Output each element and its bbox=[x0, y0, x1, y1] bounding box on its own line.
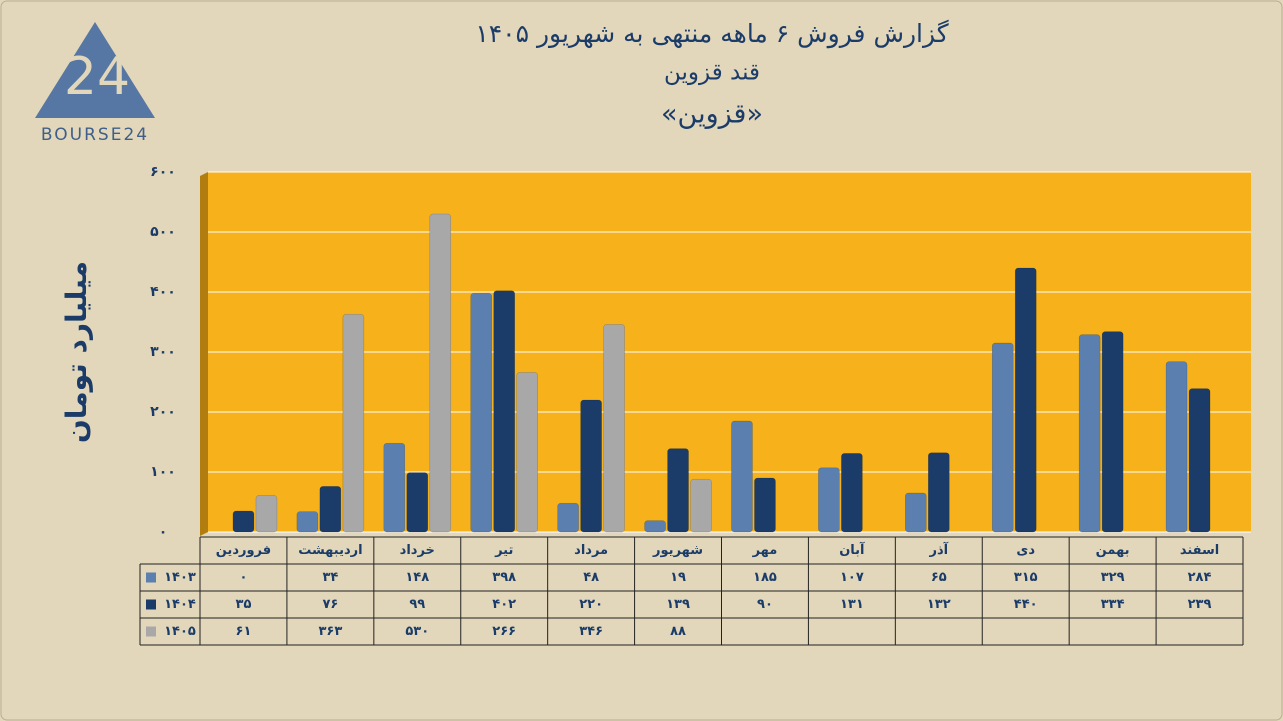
bar bbox=[232, 510, 255, 533]
value-label: ۳۵ bbox=[236, 597, 252, 612]
company-name: «قزوین» bbox=[661, 99, 763, 130]
value-label: ۶۱ bbox=[236, 624, 252, 639]
value-label: ۱۸۵ bbox=[753, 570, 777, 585]
bar bbox=[841, 453, 863, 533]
value-label: ۳۳۴ bbox=[1101, 597, 1125, 612]
value-label: ۹۹ bbox=[409, 597, 425, 612]
chart-title: گزارش فروش ۶ ماهه منتهی به شهریور ۱۴۰۵ bbox=[475, 19, 948, 49]
plot-wall bbox=[200, 172, 208, 536]
value-label: ۳۱۵ bbox=[1014, 570, 1038, 585]
y-tick-label: ۱۰۰ bbox=[150, 464, 176, 480]
logo-triangle bbox=[35, 22, 155, 118]
bar bbox=[1014, 267, 1037, 533]
bar bbox=[1101, 331, 1124, 533]
bar bbox=[928, 452, 950, 533]
bar bbox=[429, 213, 452, 533]
bar bbox=[1078, 334, 1101, 533]
bar bbox=[342, 313, 365, 533]
x-tick-label: خرداد bbox=[400, 543, 435, 558]
y-tick-label: ۰ bbox=[159, 524, 168, 540]
value-label: ۴۴۰ bbox=[1014, 597, 1038, 612]
value-label: ۱۳۹ bbox=[666, 597, 690, 612]
value-label: ۱۹ bbox=[670, 570, 686, 585]
bar bbox=[1165, 361, 1188, 533]
value-label: ۲۳۹ bbox=[1188, 597, 1212, 612]
legend-swatch bbox=[146, 626, 156, 637]
value-label: ۴۸ bbox=[583, 570, 599, 585]
x-tick-label: تیر bbox=[494, 543, 513, 558]
bar bbox=[255, 495, 278, 533]
bar bbox=[557, 502, 579, 533]
chart-subtitle: قند قزوین bbox=[664, 60, 760, 86]
value-label: ۱۰۷ bbox=[840, 570, 864, 585]
legend-label: ۱۴۰۴ bbox=[164, 597, 196, 612]
value-label: ۳۶۳ bbox=[318, 624, 342, 639]
x-tick-label: مرداد bbox=[574, 543, 608, 558]
x-tick-label: اردیبهشت bbox=[298, 543, 362, 558]
y-tick-label: ۴۰۰ bbox=[150, 284, 176, 300]
bar bbox=[644, 520, 666, 533]
bar bbox=[296, 511, 319, 533]
legend-label: ۱۴۰۵ bbox=[164, 624, 196, 639]
bar bbox=[667, 448, 689, 533]
y-tick-label: ۲۰۰ bbox=[150, 404, 176, 420]
value-label: ۲۶۶ bbox=[492, 624, 516, 639]
bar bbox=[991, 342, 1014, 533]
bar bbox=[493, 290, 515, 533]
value-label: ۷۶ bbox=[322, 597, 338, 612]
x-tick-label: دی bbox=[1016, 543, 1035, 558]
value-label: ۰ bbox=[239, 570, 247, 585]
x-tick-label: آبان bbox=[839, 541, 865, 558]
y-axis-label: میلیارد تومان bbox=[60, 261, 93, 443]
x-tick-label: بهمن bbox=[1096, 543, 1130, 558]
bar bbox=[383, 442, 406, 533]
value-label: ۲۸۴ bbox=[1188, 570, 1212, 585]
x-tick-label: فروردین bbox=[216, 543, 271, 558]
x-tick-label: مهر bbox=[752, 543, 778, 558]
value-label: ۵۳۰ bbox=[405, 624, 429, 639]
bar bbox=[754, 477, 776, 533]
value-label: ۸۸ bbox=[670, 624, 686, 639]
value-label: ۱۴۸ bbox=[405, 570, 429, 585]
value-label: ۱۳۱ bbox=[840, 597, 864, 612]
legend-swatch bbox=[146, 572, 156, 583]
value-label: ۱۳۲ bbox=[927, 597, 951, 612]
bar bbox=[1188, 388, 1211, 533]
bar bbox=[818, 467, 840, 533]
y-tick-label: ۵۰۰ bbox=[150, 224, 176, 240]
value-label: ۹۰ bbox=[757, 597, 773, 612]
bar bbox=[690, 478, 712, 533]
value-label: ۴۰۲ bbox=[492, 597, 516, 612]
x-tick-label: اسفند bbox=[1180, 543, 1219, 558]
bar bbox=[470, 292, 492, 533]
value-label: ۳۲۹ bbox=[1101, 570, 1125, 585]
logo-text: BOURSE24 bbox=[41, 125, 149, 145]
x-tick-label: شهریور bbox=[652, 543, 703, 558]
legend-label: ۱۴۰۳ bbox=[164, 570, 196, 585]
y-tick-label: ۳۰۰ bbox=[150, 344, 176, 360]
y-tick-label: ۶۰۰ bbox=[150, 164, 176, 180]
logo-mark: 24 bbox=[64, 47, 130, 107]
bar bbox=[406, 472, 429, 533]
value-label: ۲۲۰ bbox=[579, 597, 603, 612]
value-label: ۳۴ bbox=[322, 570, 338, 585]
value-label: ۶۵ bbox=[931, 570, 947, 585]
bar bbox=[580, 399, 602, 533]
x-tick-label: آذر bbox=[928, 541, 948, 558]
bar bbox=[319, 486, 342, 533]
legend-swatch bbox=[146, 599, 156, 610]
bar bbox=[731, 420, 753, 533]
bar bbox=[516, 372, 538, 533]
value-label: ۳۹۸ bbox=[492, 570, 516, 585]
bar bbox=[905, 492, 927, 533]
bar bbox=[603, 324, 625, 533]
value-label: ۳۴۶ bbox=[579, 624, 603, 639]
